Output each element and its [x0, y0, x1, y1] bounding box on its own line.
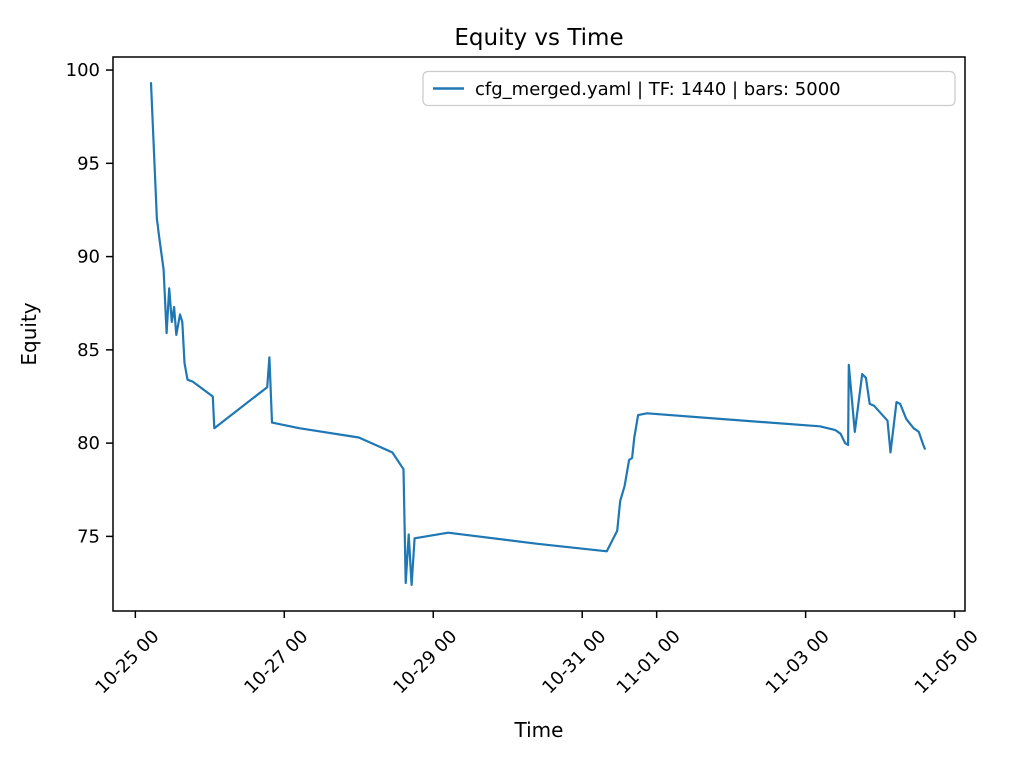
legend-label: cfg_merged.yaml | TF: 1440 | bars: 5000 [475, 79, 841, 100]
x-axis-ticks: 10-25 00 10-27 00 10-29 00 10-31 00 11-01 00… [91, 611, 983, 698]
plot-area-frame [112, 56, 966, 612]
y-tick-label: 90 [77, 247, 100, 268]
y-tick-label: 100 [66, 60, 100, 81]
y-tick-label: 95 [77, 153, 100, 174]
x-axis-label: Time [514, 718, 564, 742]
x-tick-label: 11-05 00 [911, 626, 983, 698]
y-tick-label: 85 [77, 340, 100, 361]
x-tick-label: 10-29 00 [389, 626, 461, 698]
x-tick-label: 11-01 00 [613, 626, 685, 698]
chart-title: Equity vs Time [454, 25, 623, 51]
y-axis-label: Equity [17, 302, 41, 365]
y-tick-label: 80 [77, 433, 100, 454]
x-tick-label: 11-03 00 [762, 626, 834, 698]
y-axis-ticks: 75 80 85 90 95 100 [66, 60, 113, 547]
legend-box [422, 70, 956, 107]
x-tick-label: 10-27 00 [240, 626, 312, 698]
equity-line-group [149, 81, 926, 587]
equity-line [149, 81, 926, 587]
y-tick-label: 75 [77, 526, 100, 547]
x-tick-label: 10-25 00 [91, 626, 163, 698]
x-tick-label: 10-31 00 [538, 626, 610, 698]
legend: cfg_merged.yaml | TF: 1440 | bars: 5000 [422, 70, 956, 107]
